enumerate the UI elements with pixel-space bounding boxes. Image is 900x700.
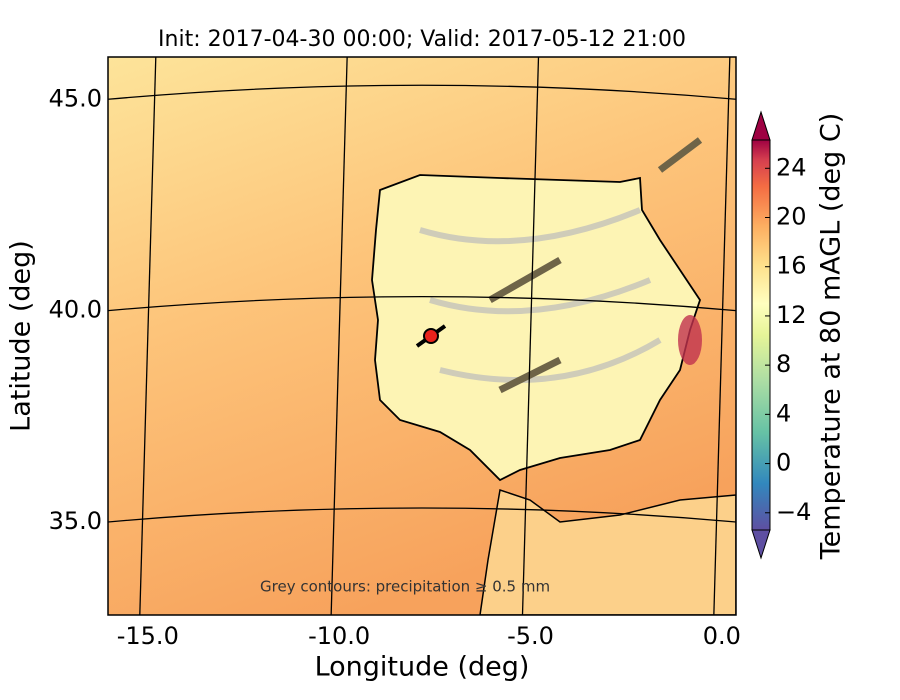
colorbar-tick-label: 24 xyxy=(776,153,807,181)
x-tick-label: 0.0 xyxy=(703,622,741,650)
colorbar-min xyxy=(751,529,771,560)
y-tick-label: 45.0 xyxy=(49,84,102,112)
colorbar xyxy=(751,139,771,531)
colorbar-tick-label: 16 xyxy=(776,252,807,280)
y-axis-label: Latitude (deg) xyxy=(6,240,37,432)
plot-frame xyxy=(107,56,737,616)
iberia xyxy=(371,174,701,482)
title: Init: 2017-04-30 00:00; Valid: 2017-05-1… xyxy=(158,27,686,52)
colorbar-tick-label: 4 xyxy=(776,399,791,427)
y-tick-label: 40.0 xyxy=(49,296,102,324)
colorbar-tick-label: 0 xyxy=(776,449,791,477)
parallel xyxy=(108,84,736,100)
x-axis-label: Longitude (deg) xyxy=(315,652,530,683)
colorbar-max xyxy=(751,110,771,141)
x-tick-label: -15.0 xyxy=(117,622,179,650)
colorbar-label: Temperature at 80 mAGL (deg C) xyxy=(816,113,847,561)
meridian xyxy=(330,57,348,615)
hot-spot xyxy=(678,315,702,365)
meridian xyxy=(521,57,540,615)
site-marker xyxy=(422,328,439,344)
x-tick-label: -10.0 xyxy=(308,622,370,650)
colorbar-tick-label: −4 xyxy=(776,498,811,526)
y-tick-label: 35.0 xyxy=(49,507,102,535)
colorbar-tick-label: 8 xyxy=(776,350,791,378)
precip-contours xyxy=(419,207,662,383)
map-layer xyxy=(108,57,736,615)
africa xyxy=(479,489,736,615)
annotation: Grey contours: precipitation ≥ 0.5 mm xyxy=(260,578,550,596)
colorbar-tick-label: 20 xyxy=(776,203,807,231)
meridian xyxy=(139,57,157,615)
parallel xyxy=(108,295,736,312)
parallel xyxy=(108,507,736,523)
meridian xyxy=(713,57,731,615)
colorbar-tick-label: 12 xyxy=(776,301,807,329)
x-tick-label: -5.0 xyxy=(507,622,554,650)
